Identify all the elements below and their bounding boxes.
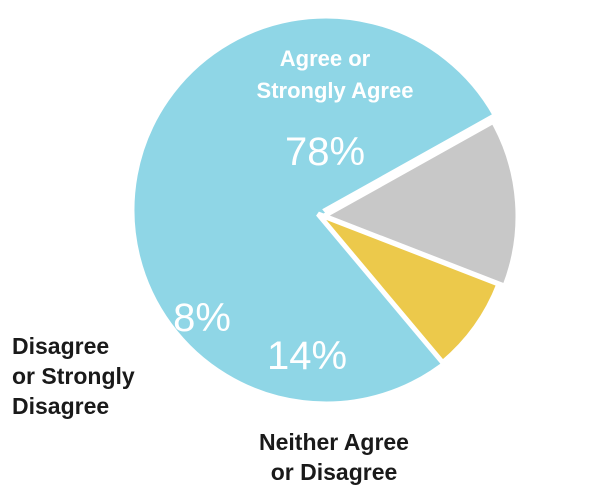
slice-value-disagree: 8% [173, 296, 231, 340]
slice-value-neither: 14% [267, 334, 347, 378]
pie-slices [129, 13, 521, 407]
slice-label-agree-line1: Agree or [280, 46, 371, 71]
label-neither-agree-or-disagree: Neither Agree or Disagree [238, 427, 430, 487]
slice-neither [318, 117, 521, 290]
label-disagree-or-strongly-disagree: Disagree or Strongly Disagree [12, 331, 135, 421]
label-disagree-line1: Disagree [12, 333, 110, 359]
label-disagree-line2: or Strongly [12, 363, 135, 389]
slice-label-agree-line2: Strongly Agree [257, 78, 414, 103]
slice-disagree [316, 211, 503, 367]
label-disagree-line3: Disagree [12, 393, 110, 419]
label-neither-line1: Neither Agree [259, 429, 409, 455]
slice-value-agree: 78% [285, 130, 365, 174]
label-neither-line2: or Disagree [270, 459, 398, 485]
